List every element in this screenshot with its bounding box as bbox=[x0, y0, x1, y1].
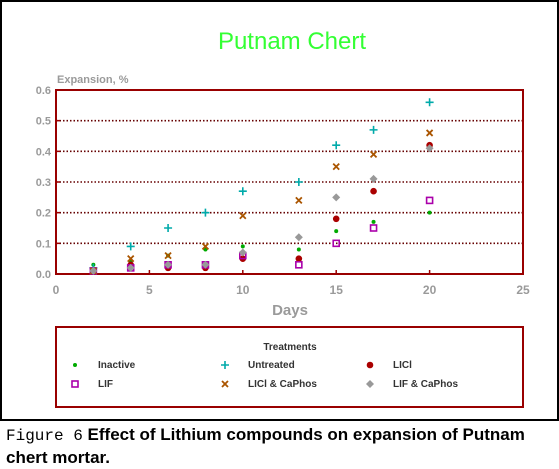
legend-box bbox=[55, 326, 524, 408]
data-point-filled-circle bbox=[370, 187, 377, 195]
data-point-dot bbox=[371, 219, 376, 224]
legend-marker-filled-circle bbox=[366, 361, 374, 369]
data-point-dot bbox=[296, 247, 301, 252]
x-tick-label: 0 bbox=[53, 283, 60, 297]
data-point-x bbox=[127, 255, 135, 263]
legend-label: Untreated bbox=[248, 360, 295, 371]
data-point-plus bbox=[164, 224, 173, 232]
data-point-diamond bbox=[369, 174, 378, 183]
x-tick-label: 5 bbox=[146, 283, 153, 297]
y-tick-label: 0.2 bbox=[36, 208, 51, 220]
legend-marker-diamond bbox=[366, 380, 374, 388]
data-point-diamond bbox=[238, 248, 247, 257]
caption-text: Effect of Lithium compounds on expansion… bbox=[6, 425, 525, 467]
x-axis-label: Days bbox=[272, 302, 308, 319]
data-point-diamond bbox=[126, 263, 135, 272]
y-tick-label: 0.4 bbox=[36, 146, 52, 158]
data-point-plus bbox=[126, 242, 135, 251]
data-point-x bbox=[369, 150, 378, 159]
data-point-x bbox=[425, 129, 434, 137]
legend-label: LICl & CaPhos bbox=[248, 379, 317, 390]
data-point-filled-circle bbox=[295, 255, 303, 262]
data-point-dot bbox=[334, 229, 339, 234]
y-tick-label: 0.1 bbox=[36, 238, 51, 250]
data-point-dot bbox=[240, 244, 245, 249]
legend-marker-x bbox=[221, 380, 229, 388]
figure-label: Figure 6 bbox=[6, 427, 83, 445]
legend-marker-dot bbox=[73, 363, 77, 367]
y-axis-label: Expansion, % bbox=[57, 74, 129, 86]
data-point-open-square bbox=[425, 196, 434, 205]
data-point-plus bbox=[238, 187, 247, 196]
data-point-x bbox=[332, 163, 340, 171]
data-point-x bbox=[201, 242, 210, 251]
figure-frame: Putnam Chert Expansion, % 0.0 0.1 0.2 0.3 0.4 0… bbox=[0, 0, 559, 421]
y-tick-label: 0.6 bbox=[36, 85, 51, 97]
legend-marker-open-square bbox=[71, 380, 79, 388]
data-point-plus bbox=[332, 141, 341, 150]
legend-title: Treatments bbox=[263, 342, 317, 353]
y-tick-label: 0.0 bbox=[36, 269, 51, 281]
data-point-diamond bbox=[332, 193, 341, 202]
data-point-x bbox=[164, 251, 172, 260]
legend-marker-plus bbox=[221, 361, 229, 369]
data-point-diamond bbox=[201, 260, 210, 269]
data-point-diamond bbox=[294, 233, 303, 242]
data-point-open-square bbox=[332, 239, 341, 248]
x-tick-label: 25 bbox=[516, 283, 530, 297]
x-tick-label: 15 bbox=[330, 283, 344, 297]
data-point-plus bbox=[294, 178, 303, 186]
figure-caption: Figure 6 Effect of Lithium compounds on … bbox=[6, 424, 554, 468]
x-tick-label: 10 bbox=[236, 283, 250, 297]
data-point-plus bbox=[201, 208, 210, 217]
y-tick-label: 0.5 bbox=[36, 116, 51, 128]
legend-label: Inactive bbox=[98, 360, 136, 371]
legend-label: LICl bbox=[393, 360, 412, 371]
data-point-open-square bbox=[295, 260, 303, 269]
chart: Putnam Chert Expansion, % 0.0 0.1 0.2 0.3 0.4 0… bbox=[36, 28, 530, 408]
data-point-plus bbox=[369, 125, 378, 134]
x-tick-label: 20 bbox=[423, 283, 437, 297]
y-tick-label: 0.3 bbox=[36, 177, 51, 189]
data-point-x bbox=[295, 196, 303, 205]
data-point-diamond bbox=[425, 144, 434, 153]
legend-label: LIF & CaPhos bbox=[393, 379, 458, 390]
data-point-x bbox=[239, 212, 247, 220]
data-point-filled-circle bbox=[332, 215, 340, 223]
data-point-diamond bbox=[89, 266, 98, 275]
data-point-diamond bbox=[164, 260, 173, 269]
data-point-plus bbox=[425, 98, 434, 107]
data-point-open-square bbox=[369, 224, 378, 232]
chart-title: Putnam Chert bbox=[218, 28, 366, 55]
data-point-dot bbox=[427, 210, 432, 215]
legend-label: LIF bbox=[98, 379, 113, 390]
